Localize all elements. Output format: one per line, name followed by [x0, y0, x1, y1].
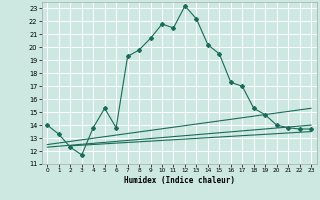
X-axis label: Humidex (Indice chaleur): Humidex (Indice chaleur) — [124, 176, 235, 185]
